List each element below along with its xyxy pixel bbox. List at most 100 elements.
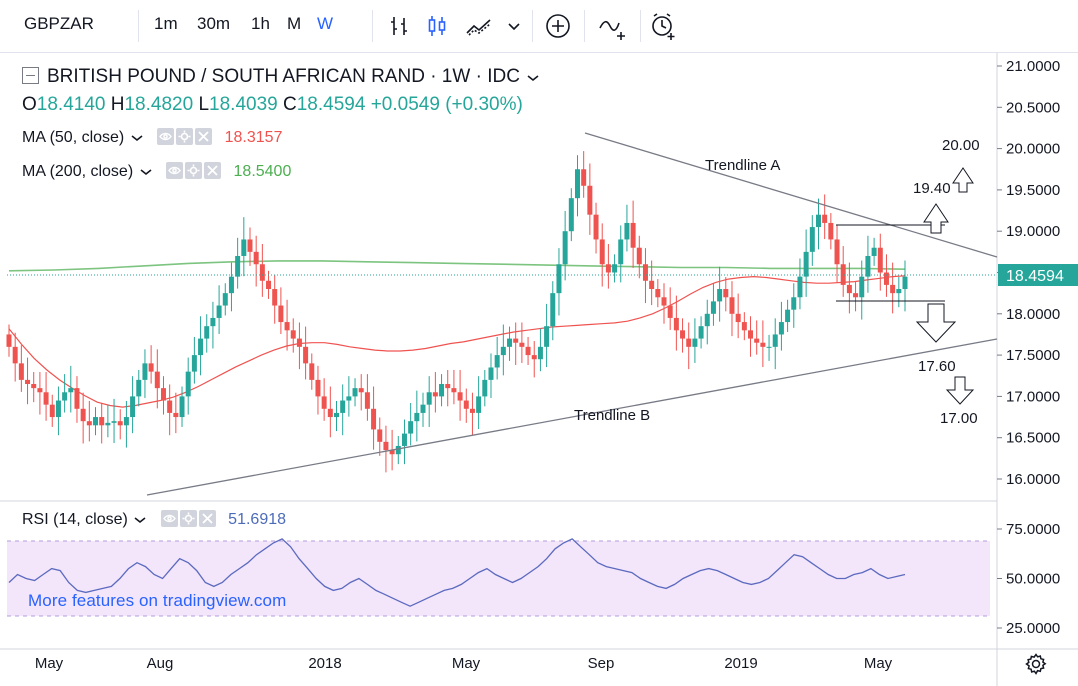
arrow-down-icon [945, 376, 975, 405]
candle-body [593, 214, 599, 240]
toolbar-divider [584, 10, 585, 42]
candle-body [160, 388, 166, 401]
interval-m[interactable]: M [287, 14, 302, 33]
candle-style-icon[interactable] [419, 8, 455, 44]
candle-body [883, 272, 889, 285]
collapse-legend-icon[interactable] [22, 67, 39, 84]
candle-body [451, 388, 457, 393]
candle-body [568, 198, 574, 232]
ma200-label[interactable]: MA (200, close) [22, 163, 134, 180]
candle-body [717, 289, 723, 302]
gear-icon[interactable] [179, 510, 197, 527]
candle-body [488, 367, 494, 380]
close-icon[interactable] [195, 128, 213, 145]
add-indicator-icon[interactable] [540, 8, 576, 44]
arrow-down-icon [915, 303, 957, 343]
close-icon[interactable] [204, 162, 222, 179]
compare-icon[interactable] [594, 8, 634, 44]
eye-icon[interactable] [157, 128, 175, 145]
candle-body [309, 363, 315, 380]
chart-settings-icon[interactable] [1024, 652, 1048, 681]
candle-body [389, 450, 395, 455]
eye-icon[interactable] [160, 510, 178, 527]
candle-body [544, 326, 550, 347]
price-tick-label: 17.5000 [1006, 347, 1060, 364]
candle-body [537, 346, 543, 360]
candle-body [649, 280, 655, 290]
close-icon[interactable] [198, 510, 216, 527]
eye-icon[interactable] [166, 162, 184, 179]
candle-body [686, 338, 692, 347]
interval-30m[interactable]: 30m [197, 14, 231, 33]
candle-body [754, 338, 760, 343]
rsi-label[interactable]: RSI (14, close) [22, 511, 128, 528]
candle-body [216, 305, 222, 318]
low-label: L [198, 94, 210, 115]
candle-body [55, 400, 61, 418]
candle-body [204, 326, 210, 339]
series-title[interactable]: BRITISH POUND / SOUTH AFRICAN RAND · 1W … [47, 66, 520, 87]
candle-body [432, 392, 438, 397]
candle-body [12, 346, 18, 364]
chevron-down-icon[interactable] [527, 74, 539, 82]
interval-1m[interactable]: 1m [154, 14, 178, 33]
watermark-link[interactable]: More features on tradingview.com [28, 591, 287, 610]
bar-style-icon[interactable] [381, 8, 417, 44]
alert-icon[interactable] [646, 8, 682, 44]
change-value: +0.0549 (+0.30%) [370, 94, 523, 115]
trendline-b[interactable] [146, 338, 998, 496]
candle-body [797, 276, 803, 298]
price-tick-label: 20.5000 [1006, 99, 1060, 116]
interval-1h[interactable]: 1h [251, 14, 270, 33]
rsi-path [8, 538, 906, 607]
candle-body [68, 388, 74, 393]
candle-body [241, 239, 247, 256]
candle-body [31, 384, 37, 389]
candle-body [785, 309, 791, 323]
price-chart[interactable]: 21.000020.500020.000019.500019.000018.50… [0, 53, 1078, 686]
rsi-legend-row: RSI (14, close) 51.6918 [22, 510, 286, 529]
candle-body [99, 417, 105, 426]
candle-body [247, 239, 253, 252]
ma200-line [8, 260, 906, 272]
candle-body [136, 379, 142, 397]
price-tick-label: 17.0000 [1006, 388, 1060, 405]
candle-body [457, 392, 463, 401]
candle-body [154, 371, 160, 389]
top-toolbar: GBPZAR 1m 30m 1h M W [0, 0, 1078, 53]
chevron-down-icon[interactable] [140, 168, 152, 176]
candle-body [259, 264, 265, 281]
candle-body [179, 396, 185, 418]
candle-body [667, 305, 673, 318]
candle-body [599, 239, 605, 265]
close-value: 18.4594 [296, 94, 366, 115]
candle-body [513, 338, 519, 343]
chevron-down-icon[interactable] [131, 134, 143, 142]
candle-body [377, 429, 383, 442]
gear-icon[interactable] [185, 162, 203, 179]
chevron-down-icon[interactable] [134, 516, 146, 524]
candle-body [612, 264, 618, 273]
close-label: C [283, 94, 297, 115]
area-style-icon[interactable] [461, 8, 497, 44]
candle-body [123, 417, 129, 426]
candle-body [130, 396, 136, 418]
candle-body [562, 231, 568, 265]
last-price-tag [998, 264, 1078, 286]
interval-w[interactable]: W [317, 14, 334, 33]
time-label: 2019 [724, 655, 757, 672]
candle-body [507, 338, 513, 347]
candle-body [735, 313, 741, 323]
gear-icon[interactable] [176, 128, 194, 145]
time-label: Sep [588, 655, 615, 672]
target-label-17: 17.00 [940, 410, 978, 427]
chevron-down-icon[interactable] [500, 8, 528, 44]
ma50-label[interactable]: MA (50, close) [22, 129, 125, 146]
target-label-1940: 19.40 [913, 180, 951, 197]
candle-body [748, 330, 754, 339]
symbol-search[interactable]: GBPZAR [24, 14, 94, 33]
trendline-a[interactable] [584, 132, 998, 258]
time-label: May [864, 655, 893, 672]
candle-body [37, 388, 43, 393]
candle-body [636, 247, 642, 265]
